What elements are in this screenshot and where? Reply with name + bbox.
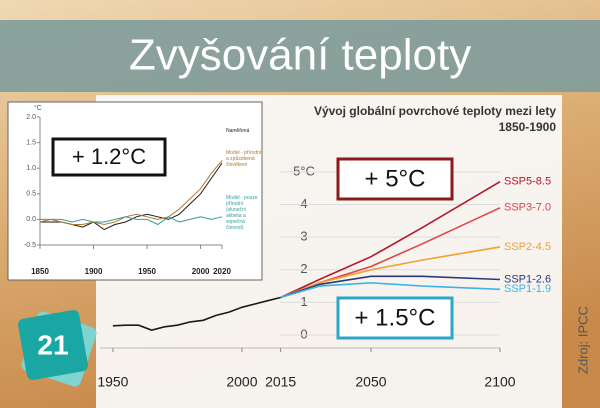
- callout-box: [51, 137, 167, 177]
- series-line: [40, 216, 223, 226]
- legend-label-box: Model - přírodní a způsobená člověkem: [226, 150, 262, 168]
- y-axis-label: °C: [34, 104, 42, 112]
- callout-text: + 1.2°C: [72, 144, 146, 169]
- source-note: Zdroj: IPCC: [575, 306, 590, 374]
- x-tick-label: 2020: [213, 267, 231, 276]
- y-tick-label: 0.5: [26, 191, 36, 198]
- y-tick-label: 1.0: [26, 165, 36, 172]
- y-tick-label: 4: [300, 196, 307, 211]
- x-tick-label: 2000: [192, 267, 210, 276]
- inset-chart: °C -0.5 0.0 0.5 1.0 1.5 2.0 1850 1900 1950 2000 202…: [24, 104, 262, 276]
- title-banner: [0, 20, 600, 92]
- series-label: SSP3-7.0: [504, 202, 551, 214]
- series-label: SSP2-4.5: [504, 241, 551, 253]
- callout-text: + 1.5°C: [355, 304, 436, 331]
- x-tick-label: 2050: [355, 374, 386, 390]
- series-line: [280, 281, 501, 299]
- legend-label-box: Naměřená: [226, 128, 250, 134]
- x-tick-label: 1900: [85, 267, 103, 276]
- x-tick-label: 1950: [138, 267, 156, 276]
- callout-text: + 5°C: [365, 165, 426, 192]
- chart-title-box: Vývoj globální povrchové teploty mezi le…: [313, 104, 556, 134]
- callout-box: [336, 157, 454, 201]
- y-tick-label: 2.0: [26, 114, 36, 121]
- y-tick-label: 0: [300, 326, 307, 341]
- legend-label: Model - pouze přírodní (sluneční aktivit…: [226, 195, 258, 231]
- y-tick-label: 0.0: [26, 216, 36, 223]
- slide-number: 21: [37, 329, 68, 360]
- x-tick-label: 2000: [226, 374, 257, 390]
- series-line: [280, 246, 501, 299]
- inset-panel: [7, 101, 263, 281]
- series-label: SSP1-1.9: [504, 283, 551, 295]
- series-line: [280, 181, 501, 299]
- chart-title: Vývoj globální povrchové teploty mezi le…: [313, 104, 556, 134]
- legend-label-box: Model - pouze přírodní (sluneční aktivit…: [226, 195, 258, 231]
- callout-box: [336, 296, 454, 340]
- y-tick-label: 1: [300, 294, 307, 309]
- series-label: SSP1-2.6: [504, 273, 551, 285]
- x-tick-label: 1950: [97, 374, 128, 390]
- y-tick-label: 5°C: [293, 163, 315, 178]
- main-chart: 0 1 2 3 4 5°C 1950 2000 2015 2050 2100 SSP5-8.5 SSP3…: [97, 104, 590, 390]
- series-line: [280, 275, 501, 299]
- x-tick-label: 2015: [265, 374, 296, 390]
- series-line: [112, 296, 281, 331]
- y-tick-label: -0.5: [24, 242, 36, 249]
- y-tick-label: 1.5: [26, 139, 36, 146]
- series-line: [39, 160, 223, 226]
- x-tick-label: 1850: [31, 267, 49, 276]
- y-tick-label: 2: [300, 261, 307, 276]
- y-tick-label: 3: [300, 229, 307, 244]
- badge-shape: [18, 310, 88, 380]
- badge: 21: [18, 310, 97, 387]
- legend-label: Model - přírodní a způsobená člověkem: [226, 150, 262, 168]
- x-tick-label: 2100: [484, 374, 515, 390]
- series-label: SSP5-8.5: [504, 176, 551, 188]
- slide-title: Zvyšování teploty: [129, 31, 471, 80]
- legend-label: Naměřená: [226, 128, 250, 134]
